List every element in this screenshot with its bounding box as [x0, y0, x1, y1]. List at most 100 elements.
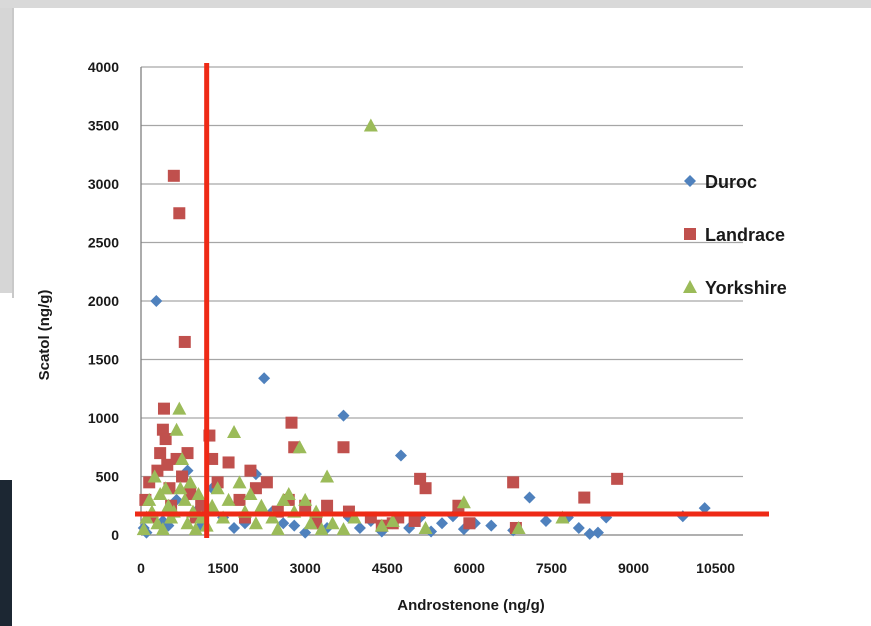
data-point [408, 514, 421, 527]
data-point [418, 520, 433, 534]
data-point [288, 519, 301, 532]
data-point [183, 475, 198, 489]
data-point [142, 492, 157, 506]
data-point [265, 510, 280, 524]
data-point [216, 510, 231, 524]
data-point [159, 433, 172, 446]
y-tick-label: 2500 [88, 235, 119, 251]
slide-edge [12, 8, 14, 298]
series-landrace [139, 169, 624, 534]
y-tick-label: 3000 [88, 176, 119, 192]
data-point [336, 522, 351, 536]
data-point [169, 422, 184, 436]
y-tick-label: 2000 [88, 293, 119, 309]
data-point [222, 456, 235, 469]
y-tick-label: 500 [96, 469, 120, 485]
data-point [299, 526, 312, 539]
legend-label: Landrace [705, 225, 785, 245]
y-tick-label: 4000 [88, 59, 119, 75]
background-window-left [0, 8, 14, 293]
data-point [698, 502, 711, 515]
background-window-dark [0, 480, 12, 626]
data-point [136, 522, 151, 536]
data-point [177, 492, 192, 506]
y-tick-label: 0 [111, 527, 119, 543]
data-point [539, 514, 552, 527]
data-point [292, 440, 307, 454]
data-point [154, 447, 167, 460]
data-point [325, 516, 340, 530]
data-point [523, 491, 536, 504]
data-point [436, 517, 448, 530]
data-point [243, 487, 258, 501]
data-point [210, 481, 225, 495]
data-point [463, 517, 476, 530]
data-point [314, 522, 329, 536]
data-point [285, 416, 298, 429]
y-tick-label: 3500 [88, 118, 119, 134]
data-point [221, 492, 236, 506]
data-point [578, 491, 591, 504]
data-point [244, 464, 257, 477]
data-point [175, 451, 190, 465]
data-point [485, 519, 498, 532]
data-point [414, 472, 427, 485]
data-point [157, 402, 170, 415]
data-point [456, 495, 471, 509]
data-point [167, 169, 180, 182]
data-point [233, 493, 246, 506]
legend-marker [684, 175, 696, 187]
data-point [507, 476, 520, 489]
data-point [385, 513, 400, 527]
data-point [147, 469, 162, 483]
data-point [249, 482, 262, 495]
y-tick-label: 1500 [88, 352, 119, 368]
data-point [156, 423, 169, 436]
y-tick-label: 1000 [88, 410, 119, 426]
data-point [337, 441, 350, 454]
data-point [150, 295, 163, 307]
legend-marker [683, 280, 697, 293]
data-point [260, 476, 273, 489]
data-point [158, 481, 173, 495]
data-point [270, 522, 285, 536]
data-point [227, 425, 242, 439]
data-point [394, 449, 407, 462]
data-point [337, 409, 350, 422]
data-point [363, 118, 378, 132]
data-point [374, 518, 389, 532]
x-axis-tick-labels: 0 1500 3000 4500 6000 7500 9000 10500 [137, 560, 735, 576]
data-point [254, 498, 269, 512]
legend-marker [684, 228, 696, 240]
x-tick-label: 7500 [536, 560, 567, 576]
x-tick-label: 1500 [208, 560, 239, 576]
axes [140, 67, 743, 536]
data-point [181, 447, 194, 460]
data-point [611, 472, 624, 485]
y-axis-tick-labels: 0 500 1000 1500 2000 2500 3000 3500 4000 [88, 59, 119, 543]
x-tick-label: 10500 [696, 560, 735, 576]
x-tick-label: 0 [137, 560, 145, 576]
data-point [180, 516, 195, 530]
data-point [303, 516, 318, 530]
data-point [155, 522, 170, 536]
threshold-lines [135, 63, 769, 538]
data-point [298, 492, 313, 506]
data-point [172, 401, 187, 415]
data-point [511, 520, 526, 534]
gridlines [141, 66, 743, 478]
background-window-strip [0, 0, 871, 8]
x-tick-label: 6000 [454, 560, 485, 576]
data-point [173, 481, 188, 495]
data-point [353, 521, 366, 534]
data-point [188, 522, 203, 536]
data-point [228, 521, 241, 534]
data-point [248, 516, 263, 530]
x-axis-title: Androstenone (ng/g) [397, 597, 544, 614]
data-point [419, 482, 432, 495]
data-point [281, 487, 296, 501]
x-tick-label: 4500 [372, 560, 403, 576]
data-point [176, 470, 189, 483]
legend-label: Duroc [705, 172, 757, 192]
